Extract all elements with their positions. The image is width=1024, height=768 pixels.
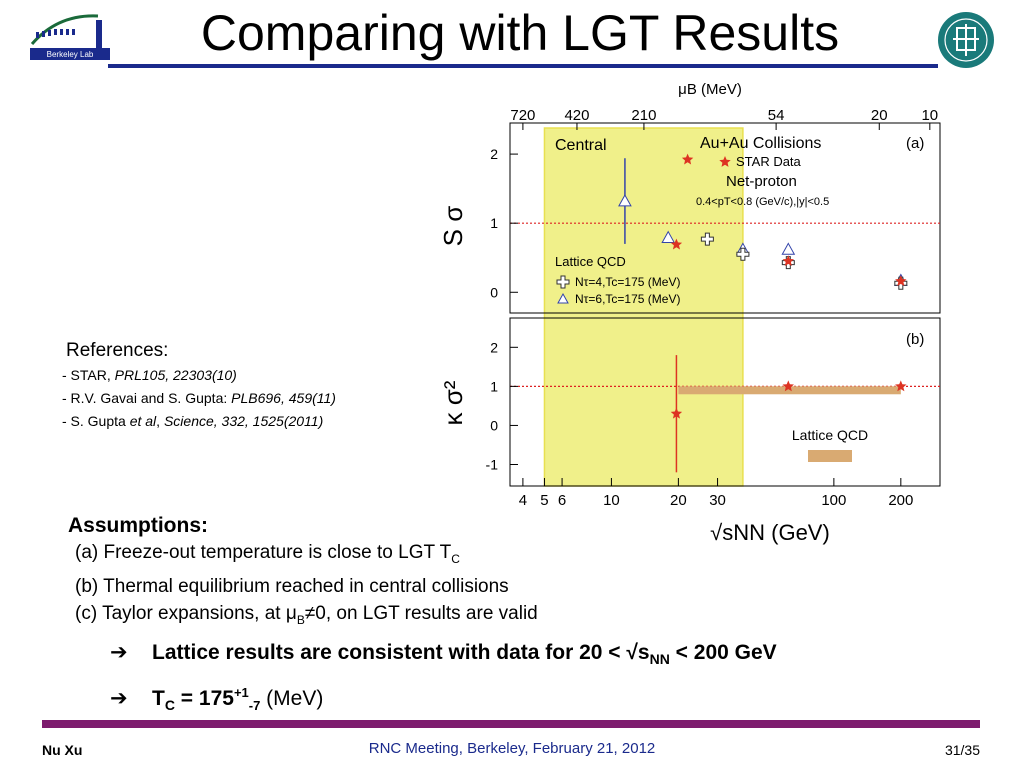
x-axis-label: √sNN (GeV) <box>710 520 830 545</box>
slide-title: Comparing with LGT Results <box>200 5 840 61</box>
top-tick-label: 210 <box>631 107 656 124</box>
references-block: References: - STAR, PRL105, 22303(10) - … <box>62 338 336 433</box>
y-tick-label-b: 2 <box>490 339 498 355</box>
lattice-label-a: Lattice QCD <box>555 254 626 269</box>
panel-b-frame <box>509 317 941 487</box>
star-data-point-a <box>895 275 907 287</box>
cuts-label: 0.4<pT<0.8 (GeV/c),|y|<0.5 <box>696 196 829 208</box>
legend-nt4-label: Nτ=4,Tc=175 (MeV) <box>575 275 680 289</box>
nt6-point <box>661 230 676 243</box>
star-data-point-a <box>681 153 694 165</box>
conclusion-line: ➔ TC = 175+1-7 (MeV) <box>110 676 777 723</box>
x-tick-label: 4 <box>519 492 527 509</box>
y-axis-label-b: κ σ² <box>440 380 468 425</box>
top-tick-label: 54 <box>768 107 785 124</box>
x-tick-label: 6 <box>558 492 566 509</box>
footer-author: Nu Xu <box>42 742 83 758</box>
panel-a-frame <box>509 122 941 314</box>
assumptions-heading: Assumptions: <box>68 514 209 537</box>
legend-star-label: STAR Data <box>736 154 802 169</box>
conclusion-line: ➔ Lattice results are consistent with dat… <box>110 636 777 676</box>
panel-label-a: (a) <box>906 135 924 152</box>
footer-rule <box>42 720 980 728</box>
lattice-legend-swatch <box>808 450 852 462</box>
x-tick-label: 100 <box>821 492 846 509</box>
star-data-point-b <box>670 407 683 419</box>
page-number: 31/35 <box>944 742 980 758</box>
legend-star-marker <box>719 156 731 167</box>
particle-label: Net-proton <box>726 173 797 190</box>
y-tick-label-b: 1 <box>490 378 498 394</box>
y-tick-label-a: 1 <box>490 215 498 231</box>
svg-text:Berkeley Lab: Berkeley Lab <box>47 50 94 59</box>
y-tick-label-a: 2 <box>490 146 498 162</box>
nt6-point <box>618 194 632 207</box>
x-tick-label: 30 <box>709 492 726 509</box>
conclusions-block: ➔ Lattice results are consistent with dat… <box>110 636 777 723</box>
reference-item: - R.V. Gavai and S. Gupta: PLB696, 459(1… <box>62 390 336 406</box>
star-data-point-a <box>670 238 683 250</box>
x-tick-label: 200 <box>888 492 913 509</box>
star-data-point-b <box>782 380 794 392</box>
top-tick-label: 720 <box>510 107 535 124</box>
y-tick-label-b: 0 <box>490 417 498 433</box>
top-axis-title: μB (MeV) <box>678 81 742 98</box>
lattice-band-b <box>678 386 901 395</box>
reference-item: - STAR, PRL105, 22303(10) <box>62 367 237 383</box>
star-data-point-b <box>895 380 907 392</box>
x-tick-label: 5 <box>540 492 548 509</box>
assumptions-block: Assumptions: (a) Freeze-out temperature … <box>68 512 538 634</box>
assumption-b: (b) Thermal equilibrium reached in centr… <box>75 575 509 597</box>
university-seal-logo <box>934 10 998 70</box>
x-tick-label: 10 <box>603 492 620 509</box>
centrality-label: Central <box>555 137 607 154</box>
nt4-point <box>736 247 750 261</box>
footer-meeting: RNC Meeting, Berkeley, February 21, 2012 <box>368 740 656 757</box>
y-tick-label-b: -1 <box>486 457 499 473</box>
title-rule <box>108 64 938 68</box>
berkeley-lab-logo: Berkeley Lab <box>28 10 114 62</box>
top-tick-label: 420 <box>564 107 589 124</box>
y-axis-label-a: S σ <box>440 206 468 247</box>
legend-nt6-marker <box>557 292 569 304</box>
top-tick-label: 10 <box>921 107 938 124</box>
y-tick-label-a: 0 <box>490 284 498 300</box>
lattice-label-b: Lattice QCD <box>792 427 868 443</box>
system-label: Au+Au Collisions <box>700 135 821 152</box>
reference-item: - S. Gupta et al, Science, 332, 1525(201… <box>62 413 324 429</box>
highlight-band <box>543 127 744 487</box>
panel-label-b: (b) <box>906 331 924 348</box>
references-heading: References: <box>66 340 169 361</box>
arrow-right-icon: ➔ <box>110 687 128 711</box>
nt6-point <box>781 242 796 255</box>
assumption-c: (c) Taylor expansions, at μB≠0, on LGT r… <box>75 602 538 627</box>
x-tick-label: 20 <box>670 492 687 509</box>
legend-nt6-label: Nτ=6,Tc=175 (MeV) <box>575 292 680 306</box>
nt4-point <box>700 232 714 246</box>
top-tick-label: 20 <box>871 107 888 124</box>
legend-nt4-marker <box>556 275 570 289</box>
assumption-a: (a) Freeze-out temperature is close to L… <box>75 542 460 566</box>
star-data-point-a <box>782 255 794 266</box>
arrow-right-icon: ➔ <box>110 641 128 664</box>
